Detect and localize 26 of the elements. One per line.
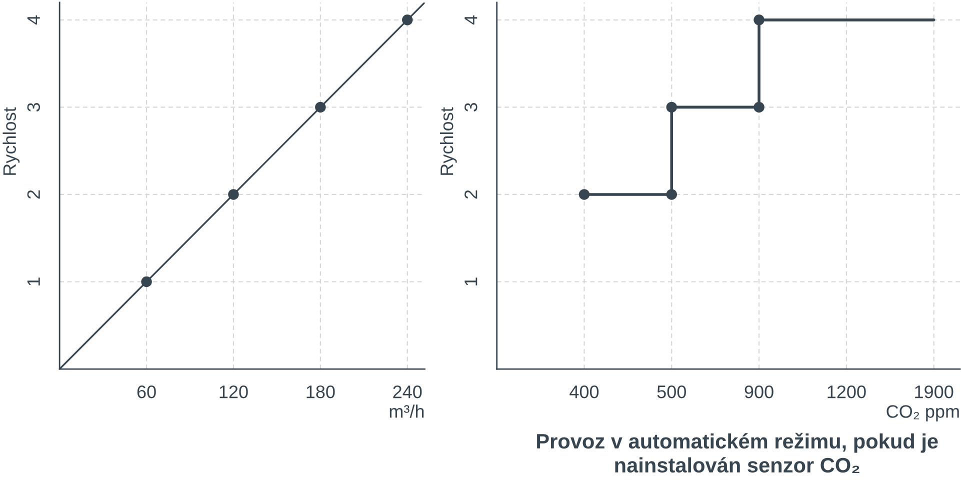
y-tick-label: 1 <box>27 278 40 286</box>
y-tick-label: 4 <box>27 15 40 25</box>
y-tick-label: 2 <box>464 190 478 199</box>
x-tick-label: 120 <box>220 385 248 398</box>
x-tick-label: 1200 <box>828 385 866 398</box>
x-tick-label: 400 <box>570 385 599 398</box>
text: Provoz v automatickém režimu, pokud je nainstalován senzor CO₂ <box>537 432 938 474</box>
y-tick-label: 3 <box>27 102 40 112</box>
x-tick-label: 500 <box>657 385 686 398</box>
x-axis-title: CO₂ ppm <box>886 405 959 422</box>
point <box>228 189 239 200</box>
y-axis-title: Rychlost <box>440 107 457 175</box>
point <box>141 276 152 288</box>
y-tick-label: 1 <box>464 278 478 286</box>
x-tick-label: 60 <box>137 385 156 398</box>
x-tick-label: 240 <box>393 385 422 398</box>
point <box>315 102 326 113</box>
x-tick-label: 900 <box>744 385 774 398</box>
y-tick-label: 3 <box>464 102 478 112</box>
x-tick-label: 1900 <box>915 385 954 398</box>
point <box>402 14 413 26</box>
x-axis-title: m³/h <box>390 404 424 418</box>
x-tick-label: 180 <box>306 385 335 398</box>
y-tick-label: 2 <box>27 190 40 199</box>
y-axis-title: Rychlost <box>2 107 20 175</box>
y-tick-label: 4 <box>464 15 478 25</box>
